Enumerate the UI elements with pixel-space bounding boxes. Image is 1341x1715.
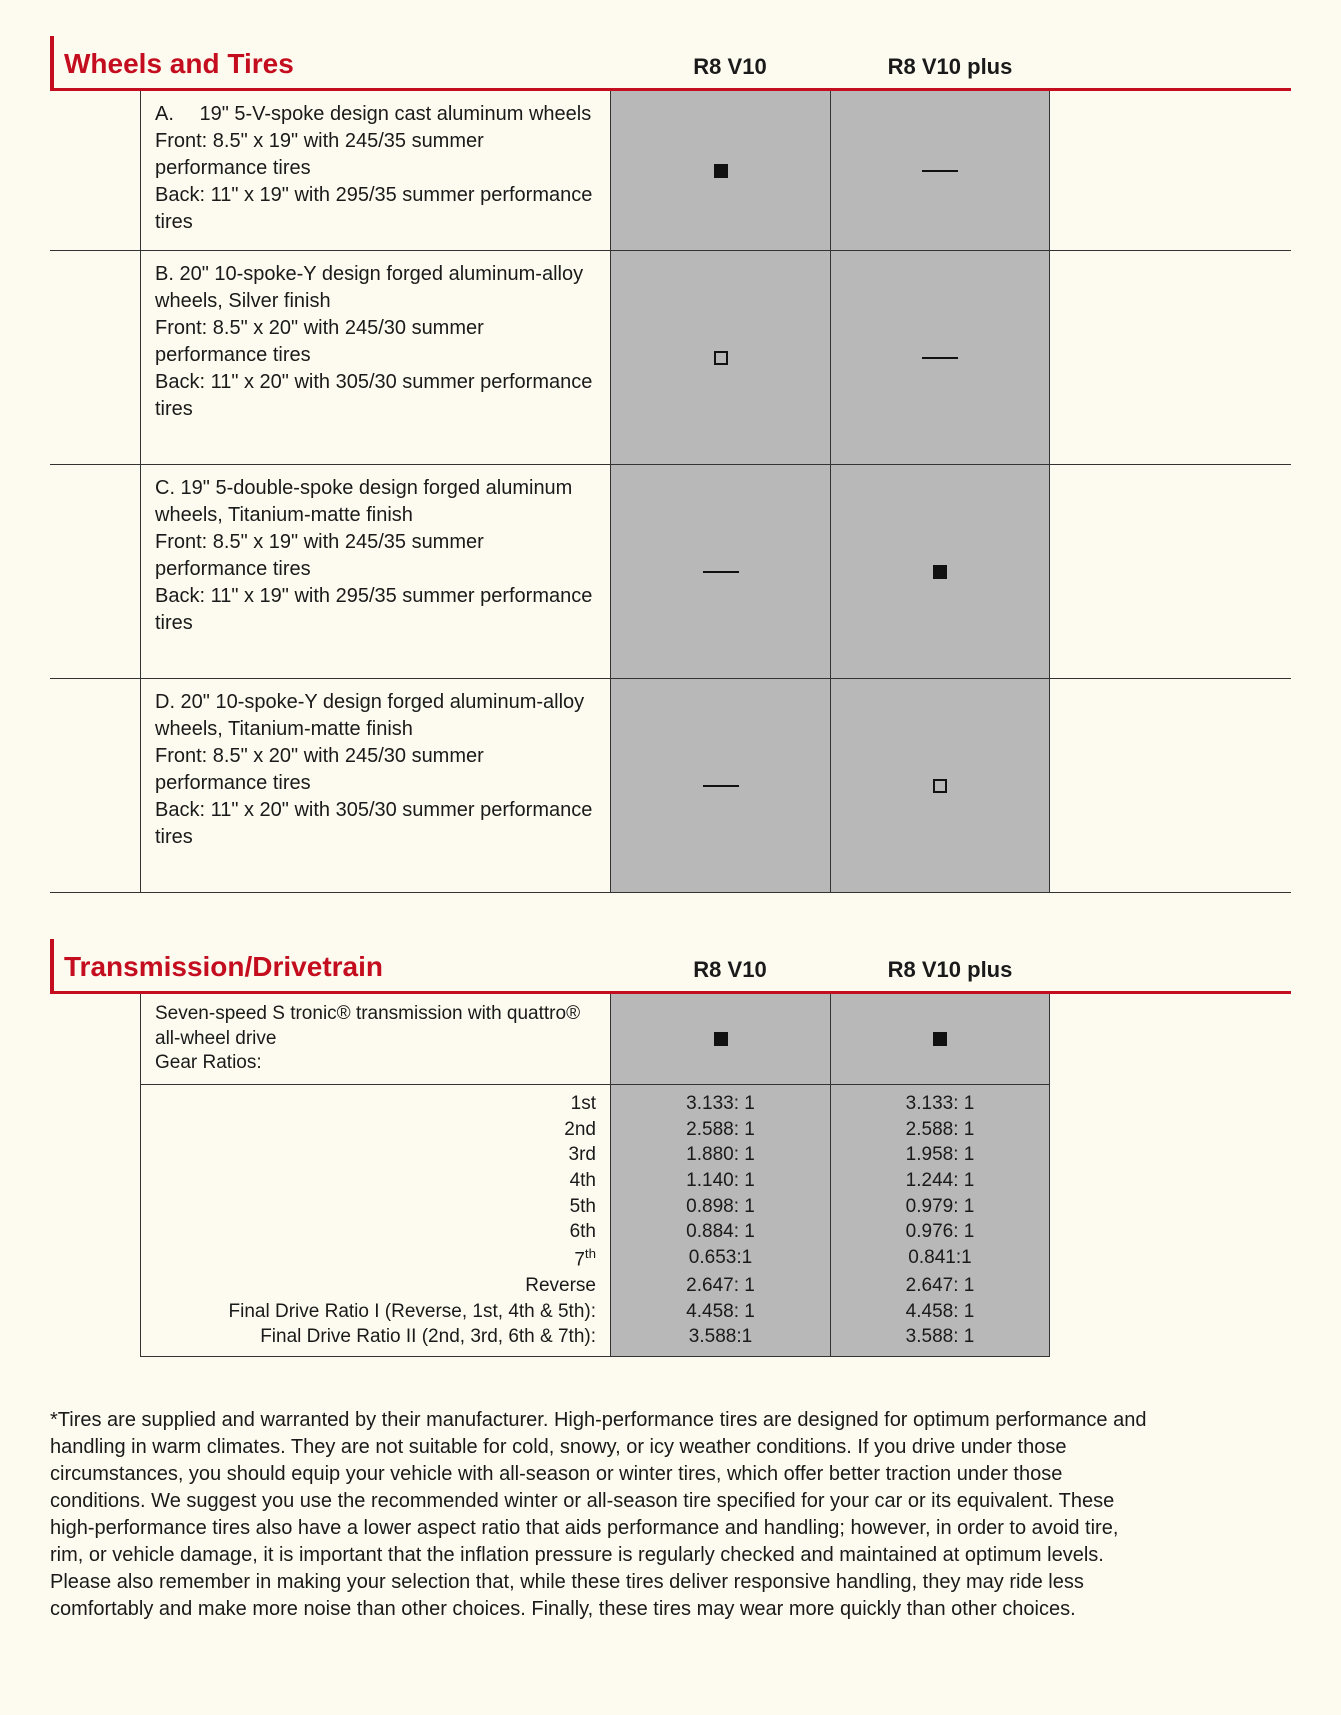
ratio-label: 4th xyxy=(140,1168,610,1194)
table-row: 2nd2.588: 12.588: 1 xyxy=(50,1117,1291,1143)
table-row: Final Drive Ratio I (Reverse, 1st, 4th &… xyxy=(50,1299,1291,1325)
spec-plus-cell xyxy=(830,91,1050,250)
table-row: B. 20" 10-spoke-Y design forged aluminum… xyxy=(50,251,1291,465)
trans-col-plus: R8 V10 plus xyxy=(840,957,1060,989)
spec-v10-cell xyxy=(610,91,830,250)
trans-col-v10: R8 V10 xyxy=(620,957,840,989)
table-row: 4th1.140: 11.244: 1 xyxy=(50,1168,1291,1194)
outline-square-icon xyxy=(714,351,728,365)
spec-v10-cell xyxy=(610,465,830,678)
ratio-plus: 0.979: 1 xyxy=(830,1194,1050,1220)
filled-square-icon xyxy=(714,164,728,178)
ratio-v10: 3.588:1 xyxy=(610,1324,830,1357)
table-row: 5th0.898: 10.979: 1 xyxy=(50,1194,1291,1220)
ratio-label: 7th xyxy=(140,1245,610,1273)
ratio-plus: 3.133: 1 xyxy=(830,1085,1050,1117)
trans-section: Transmission/Drivetrain R8 V10 R8 V10 pl… xyxy=(50,943,1291,1357)
ratio-plus: 1.244: 1 xyxy=(830,1168,1050,1194)
table-row: D. 20" 10-spoke-Y design forged aluminum… xyxy=(50,679,1291,893)
spec-v10-cell xyxy=(610,679,830,892)
ratio-v10: 0.884: 1 xyxy=(610,1219,830,1245)
ratio-v10: 3.133: 1 xyxy=(610,1085,830,1117)
ratio-plus: 4.458: 1 xyxy=(830,1299,1050,1325)
ratio-v10: 1.880: 1 xyxy=(610,1142,830,1168)
table-row: Reverse2.647: 12.647: 1 xyxy=(50,1273,1291,1299)
filled-square-icon xyxy=(933,1032,947,1046)
ratio-plus: 2.647: 1 xyxy=(830,1273,1050,1299)
ratio-v10: 0.653:1 xyxy=(610,1245,830,1273)
ratio-v10: 1.140: 1 xyxy=(610,1168,830,1194)
ratio-label: Reverse xyxy=(140,1273,610,1299)
trans-intro-v10 xyxy=(610,994,830,1085)
wheels-header: Wheels and Tires R8 V10 R8 V10 plus xyxy=(50,40,1291,91)
trans-header: Transmission/Drivetrain R8 V10 R8 V10 pl… xyxy=(50,943,1291,994)
ratio-label: 3rd xyxy=(140,1142,610,1168)
outline-square-icon xyxy=(933,779,947,793)
ratio-plus: 0.841:1 xyxy=(830,1245,1050,1273)
ratio-label: 5th xyxy=(140,1194,610,1220)
table-row: 1st3.133: 13.133: 1 xyxy=(50,1085,1291,1117)
ratio-plus: 2.588: 1 xyxy=(830,1117,1050,1143)
ratio-v10: 4.458: 1 xyxy=(610,1299,830,1325)
filled-square-icon xyxy=(933,565,947,579)
table-row: 3rd1.880: 11.958: 1 xyxy=(50,1142,1291,1168)
ratio-plus: 0.976: 1 xyxy=(830,1219,1050,1245)
trans-intro-plus xyxy=(830,994,1050,1085)
table-row: C. 19" 5-double-spoke design forged alum… xyxy=(50,465,1291,679)
dash-icon xyxy=(922,170,958,172)
dash-icon xyxy=(703,785,739,787)
ratio-label: 2nd xyxy=(140,1117,610,1143)
ratio-v10: 0.898: 1 xyxy=(610,1194,830,1220)
ratio-label: Final Drive Ratio II (2nd, 3rd, 6th & 7t… xyxy=(140,1324,610,1357)
ratio-plus: 1.958: 1 xyxy=(830,1142,1050,1168)
trans-intro-row: Seven-speed S tronic® transmission with … xyxy=(50,994,1291,1085)
table-row: 6th0.884: 10.976: 1 xyxy=(50,1219,1291,1245)
trans-intro-desc: Seven-speed S tronic® transmission with … xyxy=(140,994,610,1085)
spec-description: A. 19" 5-V-spoke design cast aluminum wh… xyxy=(140,91,610,250)
table-row: A. 19" 5-V-spoke design cast aluminum wh… xyxy=(50,91,1291,251)
ratio-label: Final Drive Ratio I (Reverse, 1st, 4th &… xyxy=(140,1299,610,1325)
ratio-v10: 2.588: 1 xyxy=(610,1117,830,1143)
spec-plus-cell xyxy=(830,679,1050,892)
dash-icon xyxy=(703,571,739,573)
spec-description: B. 20" 10-spoke-Y design forged aluminum… xyxy=(140,251,610,464)
trans-title: Transmission/Drivetrain xyxy=(60,943,620,989)
filled-square-icon xyxy=(714,1032,728,1046)
wheels-section: Wheels and Tires R8 V10 R8 V10 plus A. 1… xyxy=(50,40,1291,893)
dash-icon xyxy=(922,357,958,359)
wheels-title: Wheels and Tires xyxy=(60,40,620,86)
spec-description: C. 19" 5-double-spoke design forged alum… xyxy=(140,465,610,678)
ratio-v10: 2.647: 1 xyxy=(610,1273,830,1299)
ratio-label: 1st xyxy=(140,1085,610,1117)
ratio-plus: 3.588: 1 xyxy=(830,1324,1050,1357)
spec-plus-cell xyxy=(830,251,1050,464)
spec-v10-cell xyxy=(610,251,830,464)
spec-description: D. 20" 10-spoke-Y design forged aluminum… xyxy=(140,679,610,892)
wheels-col-plus: R8 V10 plus xyxy=(840,54,1060,86)
wheels-col-v10: R8 V10 xyxy=(620,54,840,86)
tires-footnote: *Tires are supplied and warranted by the… xyxy=(50,1407,1150,1623)
spec-plus-cell xyxy=(830,465,1050,678)
ratio-label: 6th xyxy=(140,1219,610,1245)
table-row: Final Drive Ratio II (2nd, 3rd, 6th & 7t… xyxy=(50,1324,1291,1357)
table-row: 7th0.653:10.841:1 xyxy=(50,1245,1291,1273)
